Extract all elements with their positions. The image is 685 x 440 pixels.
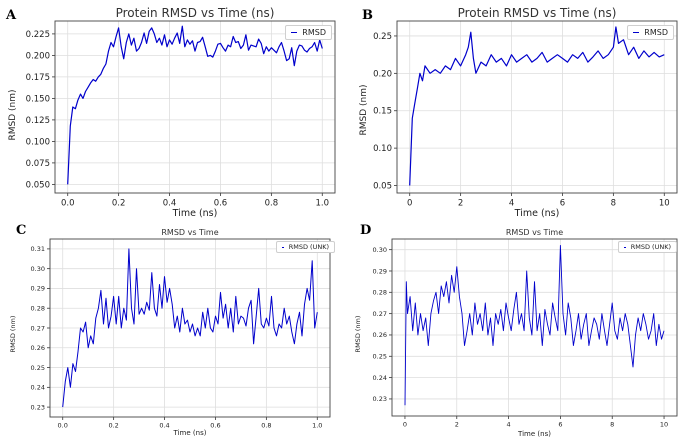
x-tick-label: 0.0 [58, 422, 68, 430]
x-tick-label: 0.2 [108, 422, 118, 430]
y-tick-label: 0.225 [26, 30, 50, 40]
x-tick-label: 8 [610, 421, 614, 429]
y-tick-label: 0.25 [373, 32, 392, 42]
panel-label: A [6, 8, 17, 23]
y-tick-label: 0.24 [31, 384, 45, 392]
y-tick-label: 0.125 [26, 116, 50, 126]
y-tick-label: 0.100 [26, 137, 50, 147]
chart-plot: 0.0 0.2 0.4 0.6 0.8 1.0 0.050 0.075 0.100 0.125 0.… [26, 20, 336, 209]
x-tick-label: 2 [455, 421, 459, 429]
x-tick-label: 1.0 [316, 199, 330, 209]
x-tick-label: 0 [403, 421, 407, 429]
y-tick-label: 0.25 [373, 353, 387, 361]
legend-line-icon [633, 32, 640, 33]
x-tick-label: 0.4 [163, 199, 177, 209]
series-line [67, 25, 323, 185]
chart-title: Protein RMSD vs Time (ns) [115, 6, 275, 20]
x-axis-label: Time (ns) [173, 429, 207, 437]
x-tick-label: 4 [509, 199, 514, 209]
panel-label: B [362, 8, 373, 23]
y-tick-label: 0.23 [373, 395, 387, 403]
y-tick-label: 0.175 [26, 73, 50, 83]
chart-plot: 0 2 4 6 8 10 0.23 0.24 0.25 0.26 0.27 0.28 0.29 0.30 [373, 238, 678, 429]
chart-panel-b: B Protein RMSD vs Time (ns) 0 2 4 6 8 10 0.05 0… [342, 0, 685, 220]
y-tick-label: 0.23 [31, 403, 45, 411]
y-tick-label: 0.30 [31, 265, 45, 273]
legend-line-icon [291, 32, 298, 33]
chart-panel-a: A Protein RMSD vs Time (ns) 0.0 0.2 0.4 0.6… [0, 0, 342, 220]
x-tick-label: 0.0 [61, 199, 75, 209]
x-tick-label: 4 [507, 421, 511, 429]
plot-frame [391, 238, 678, 417]
y-tick-label: 0.05 [373, 181, 392, 191]
chart-plot: 0 2 4 6 8 10 0.05 0.10 0.15 0.20 0.25 [373, 20, 678, 209]
series-line [409, 26, 665, 186]
chart-title: Protein RMSD vs Time (ns) [457, 6, 617, 20]
x-tick-label: 6 [560, 199, 565, 209]
legend-label: RMSD [644, 28, 668, 37]
y-tick-label: 0.29 [373, 267, 387, 275]
y-tick-label: 0.27 [373, 310, 387, 318]
chart-title: RMSD vs Time [505, 228, 564, 237]
y-tick-label: 0.28 [373, 289, 387, 297]
x-tick-label: 10 [659, 199, 670, 209]
legend-line-icon [624, 246, 626, 248]
x-tick-label: 8 [611, 199, 616, 209]
x-axis-label: Time (ns) [514, 208, 560, 219]
chart-panel-d: D RMSD vs Time 0 2 4 6 8 10 0.23 0.24 0.25 0.26 0.… [342, 220, 685, 440]
chart-panel-c: C RMSD vs Time 0.0 0.2 0.4 0.6 0.8 1.0 0.23 0.2… [0, 220, 342, 440]
x-tick-label: 0 [407, 199, 412, 209]
x-tick-label: 2 [458, 199, 463, 209]
plot-frame [396, 20, 678, 194]
y-tick-label: 0.10 [373, 144, 392, 154]
y-tick-label: 0.25 [31, 364, 45, 372]
y-tick-label: 0.31 [31, 245, 45, 253]
x-tick-label: 0.4 [159, 422, 169, 430]
x-axis-label: Time (ns) [172, 208, 218, 219]
x-tick-label: 0.6 [214, 199, 228, 209]
x-tick-label: 10 [660, 421, 668, 429]
y-tick-label: 0.27 [31, 324, 45, 332]
x-tick-label: 0.2 [112, 199, 126, 209]
chart-plot: 0.0 0.2 0.4 0.6 0.8 1.0 0.23 0.24 0.25 0.26 0.27 0.… [31, 238, 331, 430]
y-axis-label: RMSD (nm) [354, 315, 362, 353]
y-axis-label: RMSD (nm) [359, 84, 369, 136]
legend: RMSD (UNK) [276, 241, 335, 253]
panel-label: D [360, 223, 372, 238]
y-axis-label: RMSD (nm) [9, 315, 17, 353]
panel-label: C [16, 223, 27, 238]
chart-title: RMSD vs Time [161, 228, 219, 237]
y-tick-label: 0.30 [373, 246, 387, 254]
series-line [404, 244, 665, 406]
y-tick-label: 0.075 [26, 159, 50, 169]
legend: RMSD (UNK) [618, 241, 677, 253]
x-tick-label: 0.6 [210, 422, 220, 430]
plot-frame [49, 238, 331, 418]
legend-line-icon [282, 246, 284, 248]
y-tick-label: 0.200 [26, 51, 50, 61]
legend-label: RMSD (UNK) [630, 243, 671, 251]
y-tick-label: 0.15 [373, 107, 392, 117]
legend: RMSD [285, 25, 332, 40]
y-tick-label: 0.050 [26, 180, 50, 190]
plot-frame [54, 20, 336, 194]
legend: RMSD [627, 25, 674, 40]
legend-label: RMSD [302, 28, 326, 37]
y-tick-label: 0.29 [31, 285, 45, 293]
legend-label: RMSD (UNK) [288, 243, 329, 251]
x-tick-label: 1.0 [312, 422, 322, 430]
y-tick-label: 0.26 [31, 344, 45, 352]
x-tick-label: 0.8 [261, 422, 271, 430]
y-axis-label: RMSD (nm) [8, 89, 18, 141]
y-tick-label: 0.20 [373, 69, 392, 79]
x-axis-label: Time (ns) [518, 430, 551, 438]
y-tick-label: 0.24 [373, 374, 387, 382]
x-tick-label: 6 [558, 421, 562, 429]
y-tick-label: 0.26 [373, 331, 387, 339]
x-tick-label: 0.8 [265, 199, 279, 209]
series-line [62, 248, 318, 408]
y-tick-label: 0.28 [31, 304, 45, 312]
y-tick-label: 0.150 [26, 94, 50, 104]
